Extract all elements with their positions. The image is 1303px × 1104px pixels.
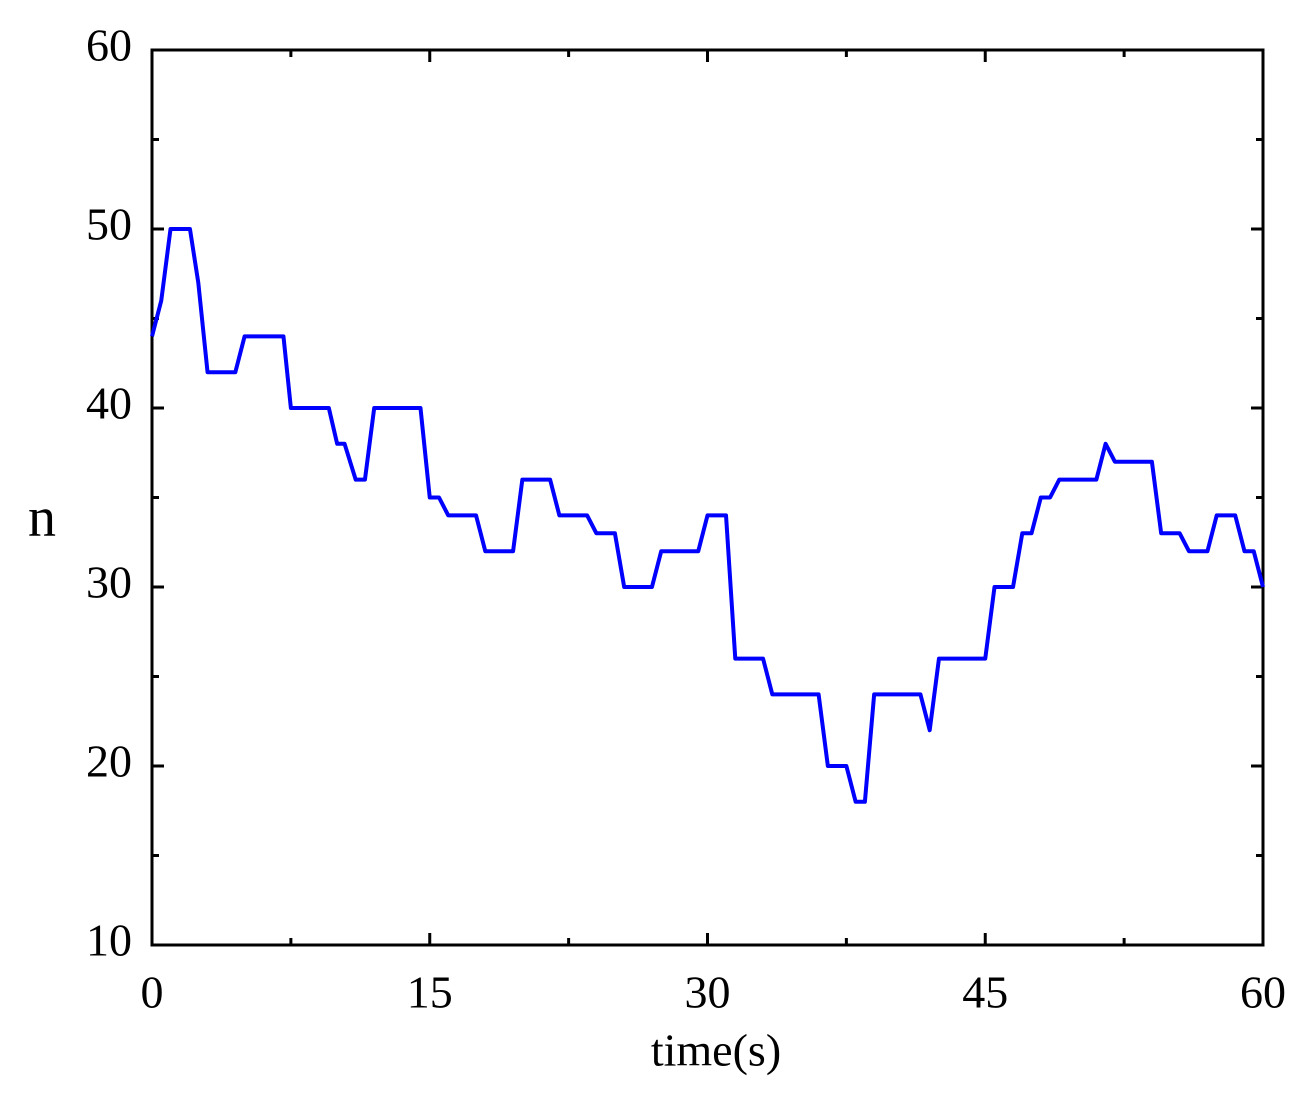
plot-frame	[150, 48, 1265, 947]
x-tick-label: 0	[141, 967, 164, 1018]
y-axis-label: n	[28, 487, 56, 549]
y-tick-label: 10	[86, 915, 132, 966]
x-tick-label: 45	[962, 967, 1008, 1018]
x-tick-label: 30	[685, 967, 731, 1018]
data-line	[150, 227, 1265, 804]
y-tick-label: 50	[86, 199, 132, 250]
x-axis-label: time(s)	[651, 1025, 781, 1076]
y-tick-label: 40	[86, 378, 132, 429]
y-tick-label: 20	[86, 736, 132, 787]
x-tick-label: 15	[407, 967, 453, 1018]
y-tick-label: 60	[86, 20, 132, 71]
x-tick-label: 60	[1240, 967, 1286, 1018]
y-tick-label: 30	[86, 557, 132, 608]
